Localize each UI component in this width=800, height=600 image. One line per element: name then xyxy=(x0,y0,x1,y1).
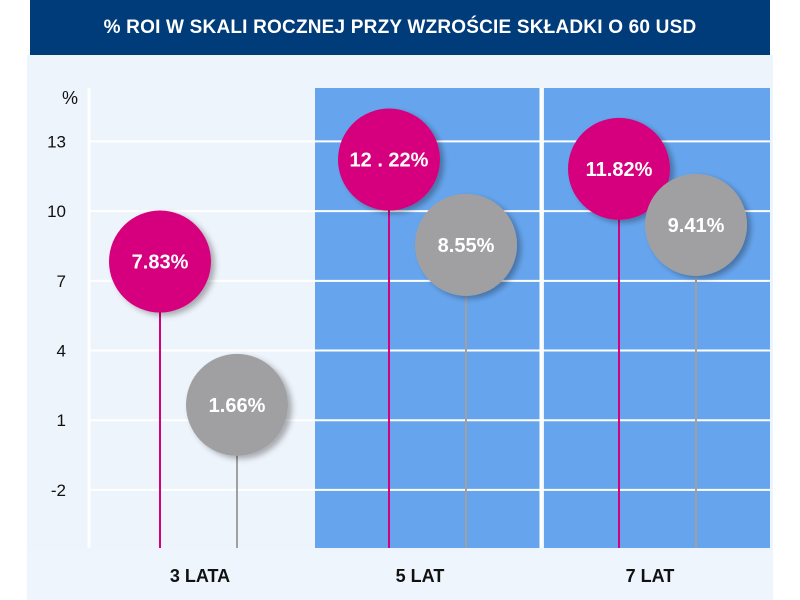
y-tick-label: -2 xyxy=(51,481,66,500)
x-category-label: 7 LAT xyxy=(626,566,675,586)
x-axis-band xyxy=(27,550,773,600)
y-tick-label: 1 xyxy=(57,411,66,430)
bubble-gray xyxy=(415,193,517,296)
bubble-label: 7.83% xyxy=(132,252,189,274)
chart-title: % ROI W SKALI ROCZNEJ PRZY WZROŚCIE SKŁA… xyxy=(30,0,770,55)
bubble-gray xyxy=(645,173,747,276)
bubble-label: 12 . 22% xyxy=(350,150,429,172)
x-category-label: 3 LATA xyxy=(170,566,230,586)
bubble-gray xyxy=(186,353,288,456)
bubble-label: 11.82% xyxy=(586,159,653,181)
bubble-label: 8.55% xyxy=(438,235,495,257)
y-axis-label: % xyxy=(62,88,78,108)
y-tick-label: 7 xyxy=(57,272,66,291)
x-category-label: 5 LAT xyxy=(396,566,445,586)
bubble-label: 1.66% xyxy=(209,395,266,417)
bubble-pink xyxy=(338,108,440,211)
bubble-label: 9.41% xyxy=(668,215,725,237)
bubble-pink xyxy=(109,210,211,313)
bubble-pink xyxy=(568,117,670,220)
y-tick-label: 13 xyxy=(47,132,66,151)
y-tick-label: 10 xyxy=(47,202,66,221)
y-tick-label: 4 xyxy=(57,342,66,361)
